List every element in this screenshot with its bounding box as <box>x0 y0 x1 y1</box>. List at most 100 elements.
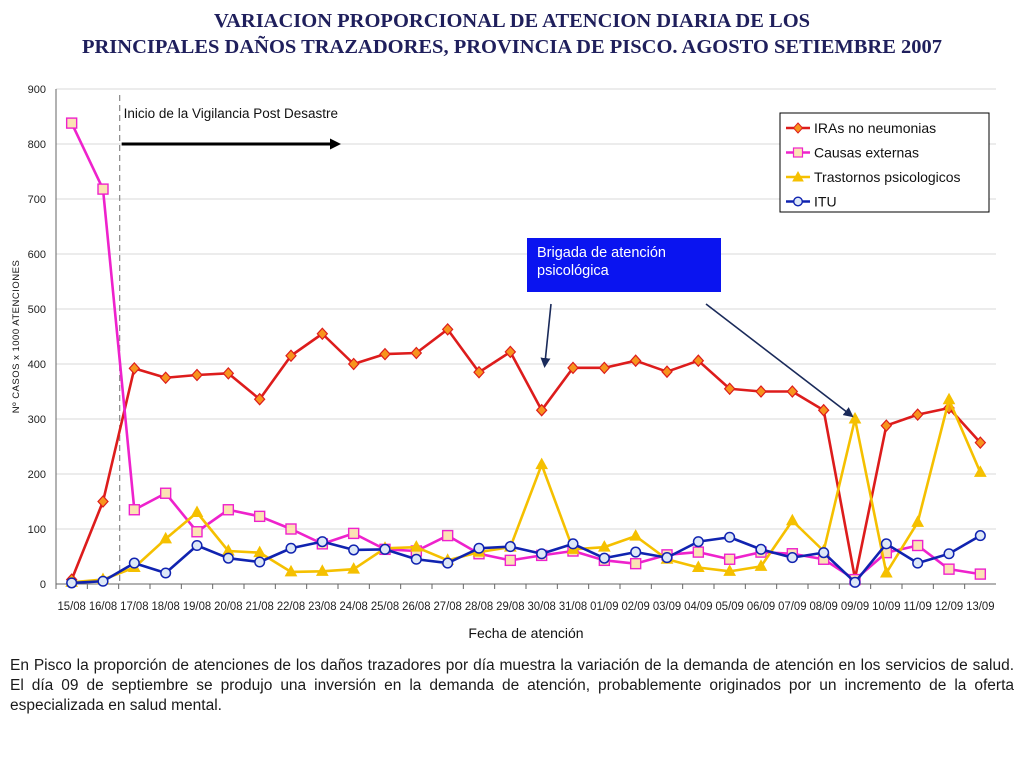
data-point <box>724 531 736 543</box>
data-point <box>190 505 204 517</box>
psych-brigade-callout-label: Brigada de atención psicológica <box>537 245 666 279</box>
data-point <box>97 495 109 508</box>
data-point <box>943 548 955 560</box>
x-tick-label: 19/08 <box>183 601 211 613</box>
x-tick-label: 26/08 <box>402 601 430 613</box>
psych-brigade-callout: Brigada de atención psicológica <box>527 238 721 292</box>
data-point <box>159 487 172 499</box>
x-tick-label: 04/09 <box>684 601 712 613</box>
y-tick-label: 700 <box>28 194 46 206</box>
data-point <box>912 557 924 569</box>
data-point <box>785 513 799 526</box>
data-point <box>598 361 611 375</box>
chart-title-line-2: PRINCIPALES DAÑOS TRAZADORES, PROVINCIA … <box>81 36 943 58</box>
data-point <box>692 546 705 558</box>
x-tick-label: 02/09 <box>622 601 650 613</box>
data-point <box>848 411 862 424</box>
chart-title-line-1: VARIACION PROPORCIONAL DE ATENCION DIARI… <box>213 10 811 32</box>
x-tick-label: 13/09 <box>966 601 994 613</box>
x-tick-label: 05/09 <box>716 601 744 613</box>
legend-label: ITU <box>814 194 837 210</box>
data-point <box>159 371 172 385</box>
legend-marker <box>792 170 804 182</box>
data-point <box>974 568 987 580</box>
legend-label: IRAs no neumonias <box>814 120 936 136</box>
legend-item: Trastornos psicologicos <box>786 169 961 185</box>
x-tick-label: 21/08 <box>246 601 274 613</box>
data-point <box>754 559 768 571</box>
brigade-arrow-1 <box>540 303 552 368</box>
data-point <box>284 564 298 577</box>
data-point <box>316 536 328 548</box>
x-tick-label: 24/08 <box>340 601 368 613</box>
data-point <box>410 553 422 565</box>
x-tick-label: 29/08 <box>496 601 524 613</box>
data-point <box>786 385 799 398</box>
data-point <box>347 527 360 540</box>
data-point <box>285 542 297 554</box>
data-point <box>441 322 454 336</box>
data-point <box>880 538 892 550</box>
x-tick-label: 25/08 <box>371 601 399 613</box>
data-point <box>191 526 203 538</box>
data-point <box>504 541 516 553</box>
data-point <box>597 540 611 552</box>
data-point <box>630 546 642 558</box>
data-point <box>441 529 454 542</box>
legend: IRAs no neumonias Causas externas Trastorn… <box>779 112 990 213</box>
line-chart: 0 100 200 300 400 500 600 700 800 900 15/08 16/08 17… <box>11 84 996 641</box>
data-point <box>692 536 704 548</box>
x-tick-label: 18/08 <box>152 601 180 613</box>
data-point <box>755 543 767 555</box>
data-point <box>629 557 642 570</box>
legend-marker <box>792 147 804 158</box>
legend-box <box>779 112 990 213</box>
x-tick-label: 27/08 <box>434 601 462 613</box>
series-line <box>71 534 981 585</box>
data-point <box>849 576 861 588</box>
data-point <box>879 565 893 578</box>
caption-text: En Pisco la proporción de atenciones de … <box>10 657 1014 714</box>
data-point <box>723 553 736 565</box>
data-point <box>347 357 360 371</box>
y-tick-label: 300 <box>28 414 46 426</box>
data-point <box>535 403 548 417</box>
data-point <box>222 552 234 564</box>
x-tick-label: 22/08 <box>277 601 305 613</box>
vigilance-start-label: Inicio de la Vigilancia Post Desastre <box>124 106 338 121</box>
x-tick-label: 23/08 <box>308 601 336 613</box>
x-tick-label: 01/09 <box>590 601 618 613</box>
x-tick-label: 31/08 <box>559 601 587 613</box>
x-tick-label: 09/09 <box>841 601 869 613</box>
data-point <box>974 436 987 450</box>
data-point <box>253 510 266 523</box>
x-tick-label: 07/09 <box>778 601 806 613</box>
data-point <box>973 465 987 477</box>
data-point <box>379 543 391 555</box>
x-tick-label: 08/09 <box>810 601 838 613</box>
data-point <box>911 515 925 527</box>
data-point <box>629 354 642 368</box>
data-point <box>254 556 266 568</box>
vigilance-arrow-head <box>330 138 341 150</box>
data-point <box>755 385 767 398</box>
data-point <box>817 403 830 417</box>
data-point <box>128 557 140 569</box>
data-point <box>222 504 235 516</box>
data-point <box>880 419 893 432</box>
data-point <box>598 552 610 564</box>
data-point <box>661 552 673 564</box>
data-point <box>191 368 203 382</box>
data-point <box>723 382 736 396</box>
y-tick-label: 800 <box>28 139 46 151</box>
data-point <box>911 408 924 421</box>
series-line <box>71 398 982 584</box>
data-point <box>974 530 986 542</box>
legend-item: IRAs no neumonias <box>786 120 936 136</box>
data-point <box>943 563 955 575</box>
y-tick-label: 0 <box>40 579 46 591</box>
data-point <box>379 347 391 361</box>
data-point <box>66 577 78 589</box>
data-point <box>942 392 956 405</box>
legend-label: Trastornos psicologicos <box>814 169 961 185</box>
